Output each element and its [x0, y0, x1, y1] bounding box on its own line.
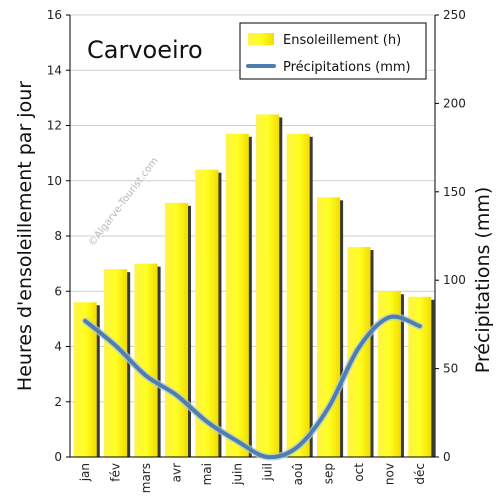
- y2-axis-title: Précipitations (mm): [472, 187, 494, 374]
- y2-tick-label: 50: [443, 362, 458, 376]
- sunshine-bar: [104, 269, 128, 457]
- sunshine-bar: [256, 114, 280, 457]
- legend-swatch-sunshine: [248, 33, 274, 45]
- x-tick-label: mars: [139, 463, 153, 493]
- x-tick-label: fév: [109, 463, 123, 482]
- x-tick-labels: jan fév mars avr mai juin juil aoû sep oct nov déc: [78, 463, 427, 494]
- sunshine-bar: [164, 202, 189, 457]
- y-axis-title: Heures d'ensoleillement par jour: [14, 81, 36, 391]
- sunshine-bar: [73, 302, 97, 457]
- sunshine-bar: [134, 263, 158, 457]
- y2-tick-label: 150: [443, 185, 466, 199]
- x-tick-label: nov: [382, 463, 396, 485]
- x-tick-label: juin: [230, 463, 244, 486]
- y-tick-label: 8: [54, 229, 62, 243]
- x-tick-label: juil: [261, 463, 275, 482]
- x-tick-label: jan: [78, 463, 92, 482]
- right-tick-labels: 0 50 100 150 200 250: [435, 8, 466, 464]
- sunshine-bar: [408, 296, 432, 457]
- sunshine-bar: [225, 133, 249, 457]
- y-tick-label: 2: [54, 395, 62, 409]
- legend: Ensoleillement (h) Précipitations (mm): [239, 22, 427, 80]
- y-tick-label: 4: [54, 340, 62, 354]
- y-tick-label: 14: [47, 63, 62, 77]
- legend-box: [239, 22, 427, 80]
- sunshine-bar: [286, 133, 310, 457]
- y-tick-label: 6: [54, 284, 62, 298]
- y2-tick-label: 250: [443, 8, 466, 22]
- x-tick-label: mai: [200, 463, 214, 485]
- x-tick-label: déc: [413, 463, 427, 485]
- sunshine-bar: [377, 291, 401, 457]
- y-tick-label: 12: [47, 119, 62, 133]
- y2-tick-label: 0: [443, 450, 451, 464]
- x-tick-label: avr: [170, 463, 184, 482]
- sunshine-bar: [195, 169, 219, 457]
- y2-tick-label: 100: [443, 273, 466, 287]
- x-tick-label: oct: [352, 463, 366, 482]
- y2-tick-label: 200: [443, 96, 466, 110]
- x-tick-label: aoû: [291, 463, 305, 485]
- y-tick-label: 10: [47, 174, 62, 188]
- precipitation-series: [81, 313, 424, 461]
- y-tick-label: 0: [54, 450, 62, 464]
- chart-title: Carvoeiro: [87, 36, 203, 64]
- legend-label-sunshine: Ensoleillement (h): [283, 33, 401, 48]
- precipitation-line: [83, 314, 422, 460]
- x-tick-label: sep: [322, 463, 336, 484]
- sunshine-bars: [73, 114, 435, 457]
- legend-label-precipitation: Précipitations (mm): [283, 60, 411, 75]
- left-tick-labels: 0 2 4 6 8 10 12 14 16: [47, 8, 70, 464]
- y-tick-label: 16: [47, 8, 62, 22]
